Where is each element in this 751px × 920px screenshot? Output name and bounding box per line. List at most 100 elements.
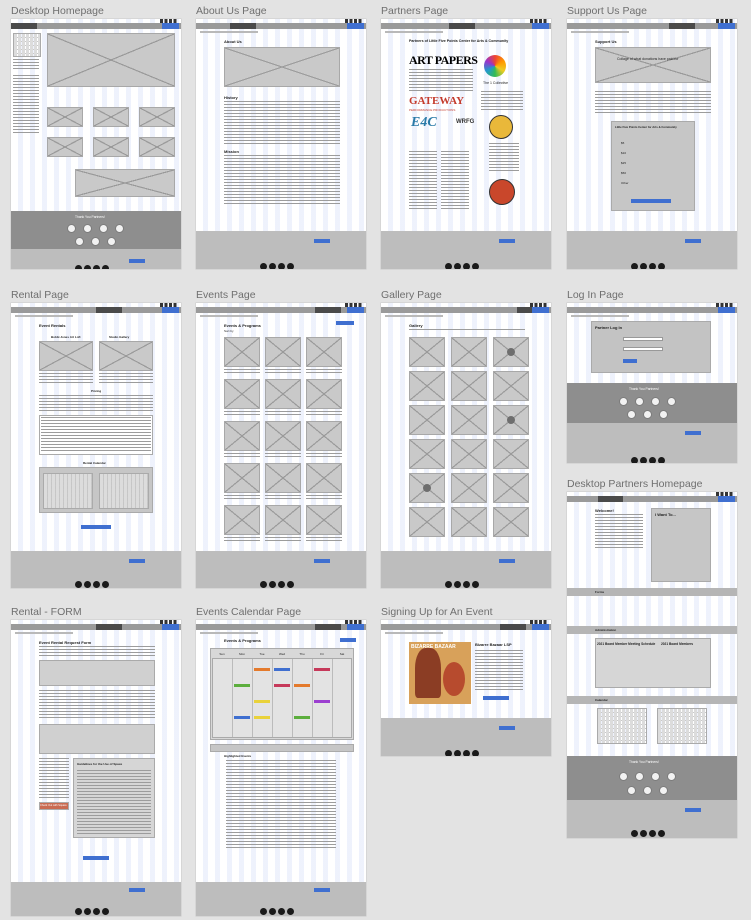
- submit-request[interactable]: [83, 856, 109, 860]
- i-want-to-panel[interactable]: [651, 508, 711, 582]
- amount-50[interactable]: $50: [621, 171, 627, 175]
- forms-heading: Forms: [595, 590, 605, 594]
- event-thumbnail[interactable]: [265, 421, 301, 451]
- frame-gallery: Gallery Page Gallery: [381, 289, 551, 589]
- nav-bar[interactable]: [196, 23, 366, 29]
- e4c-logo: E4C: [411, 115, 437, 130]
- donation-collage: [595, 47, 711, 83]
- gallery-thumbnail[interactable]: [451, 439, 487, 469]
- nav-bar[interactable]: [381, 307, 551, 313]
- nav-bar[interactable]: [11, 624, 181, 630]
- request-rental-button[interactable]: [81, 525, 111, 529]
- gallery-thumbnail[interactable]: [451, 371, 487, 401]
- form-heading: Event Rental Request Form: [39, 640, 92, 645]
- square-checkout[interactable]: [39, 802, 69, 810]
- nav-bar[interactable]: [196, 624, 366, 630]
- play-icon[interactable]: [507, 348, 515, 356]
- thanks-label: Thank You Partners!: [75, 215, 105, 219]
- partners-heading: Partners of Little Five Points Center fo…: [409, 39, 509, 43]
- event-thumbnail[interactable]: [265, 379, 301, 409]
- board: Events & Programs Sort by: [196, 303, 366, 588]
- nav-bar[interactable]: [11, 307, 181, 313]
- gallery-grid[interactable]: [409, 337, 529, 547]
- gallery-thumbnail[interactable]: [493, 507, 529, 537]
- mini-calendar[interactable]: [13, 33, 41, 57]
- board: Partner Log In Thank You Partners!: [567, 303, 737, 463]
- nav-bar[interactable]: [196, 307, 366, 313]
- frame-rental-form: Rental - FORM Event Rental Request Form …: [11, 606, 181, 916]
- event-thumbnail[interactable]: [265, 505, 301, 535]
- frame-title: Partners Page: [381, 5, 449, 17]
- event-thumbnail[interactable]: [265, 337, 301, 367]
- nav-bar[interactable]: [567, 23, 737, 29]
- footer: [11, 249, 181, 269]
- frame-title: About Us Page: [196, 5, 267, 17]
- frame-partners-home: Desktop Partners Homepage Welcome! I Wan…: [567, 478, 737, 838]
- rental-calendar[interactable]: [43, 473, 93, 509]
- highlight-heading: Highlighted Events: [224, 754, 252, 758]
- donate-button[interactable]: [631, 199, 671, 203]
- gallery-thumbnail[interactable]: [409, 371, 445, 401]
- event-thumbnail[interactable]: [224, 463, 260, 493]
- gallery-thumbnail[interactable]: [493, 439, 529, 469]
- login-button[interactable]: [623, 359, 637, 363]
- nav-bar[interactable]: [567, 496, 737, 502]
- gallery-thumbnail[interactable]: [409, 439, 445, 469]
- frame-title: Rental Page: [11, 289, 69, 301]
- support-heading: Support Us: [595, 39, 617, 44]
- amount-10[interactable]: $10: [621, 151, 627, 155]
- square-label: Check Out with Square: [40, 804, 67, 807]
- gateway-logo: GATEWAY: [409, 95, 465, 107]
- event-thumbnail[interactable]: [306, 421, 342, 451]
- admin-heading: Administration: [595, 628, 617, 632]
- frame-title: Log In Page: [567, 289, 624, 301]
- sort-label: Sort by: [224, 329, 234, 333]
- play-icon[interactable]: [423, 484, 431, 492]
- donation-card[interactable]: [611, 121, 695, 211]
- add-to-calendar[interactable]: [483, 696, 509, 700]
- gallery-thumbnail[interactable]: [409, 507, 445, 537]
- board-heading: 2021 Board Members: [661, 642, 694, 646]
- poster-text: BIZARRE BAZAAR: [411, 644, 456, 650]
- username-field[interactable]: [623, 337, 663, 341]
- gallery-heading: Gallery: [409, 323, 423, 328]
- event-thumbnail[interactable]: [224, 337, 260, 367]
- nav-bar[interactable]: [381, 23, 551, 29]
- gallery-thumbnail[interactable]: [493, 473, 529, 503]
- guidelines-heading: Guidelines for the Use of Space: [77, 762, 123, 766]
- password-field[interactable]: [623, 347, 663, 351]
- gallery-thumbnail[interactable]: [409, 337, 445, 367]
- top-social-icons: [160, 19, 178, 23]
- board: Event Rentals Bobbi Jones Art Loft Studi…: [11, 303, 181, 588]
- gallery-thumbnail[interactable]: [451, 405, 487, 435]
- login-heading: Partner Log In: [595, 325, 623, 330]
- gallery-thumbnail[interactable]: [451, 337, 487, 367]
- gallery-thumbnail[interactable]: [493, 371, 529, 401]
- event-thumbnail[interactable]: [306, 505, 342, 535]
- event-thumbnail[interactable]: [224, 421, 260, 451]
- event-thumbnail[interactable]: [306, 379, 342, 409]
- event-thumbnail[interactable]: [265, 463, 301, 493]
- event-thumbnail[interactable]: [306, 463, 342, 493]
- collective-label: The 1 Collective: [483, 81, 509, 85]
- event-thumbnail[interactable]: [306, 337, 342, 367]
- gallery-thumbnail[interactable]: [451, 507, 487, 537]
- amount-other[interactable]: Other: [621, 181, 629, 185]
- nav-bar[interactable]: [567, 307, 737, 313]
- amount-25[interactable]: $25: [621, 161, 627, 165]
- board: Support Us Collage of what donations hav…: [567, 19, 737, 269]
- event-thumbnail[interactable]: [224, 379, 260, 409]
- board: Partners of Little Five Points Center fo…: [381, 19, 551, 269]
- nav-bar[interactable]: [381, 624, 551, 630]
- event-thumbnail[interactable]: [224, 505, 260, 535]
- board: Thank You Partners!: [11, 19, 181, 269]
- calendar-heading: Calendar: [595, 698, 608, 702]
- play-icon[interactable]: [507, 416, 515, 424]
- frame-desktop-homepage: Desktop Homepage Thank You Partners!: [11, 5, 181, 270]
- gallery-thumbnail[interactable]: [409, 405, 445, 435]
- amount-5[interactable]: $5: [621, 141, 625, 145]
- frame-title: Rental - FORM: [11, 606, 82, 618]
- gallery-thumbnail[interactable]: [451, 473, 487, 503]
- nav-bar[interactable]: [11, 23, 181, 29]
- events-grid[interactable]: [224, 337, 344, 543]
